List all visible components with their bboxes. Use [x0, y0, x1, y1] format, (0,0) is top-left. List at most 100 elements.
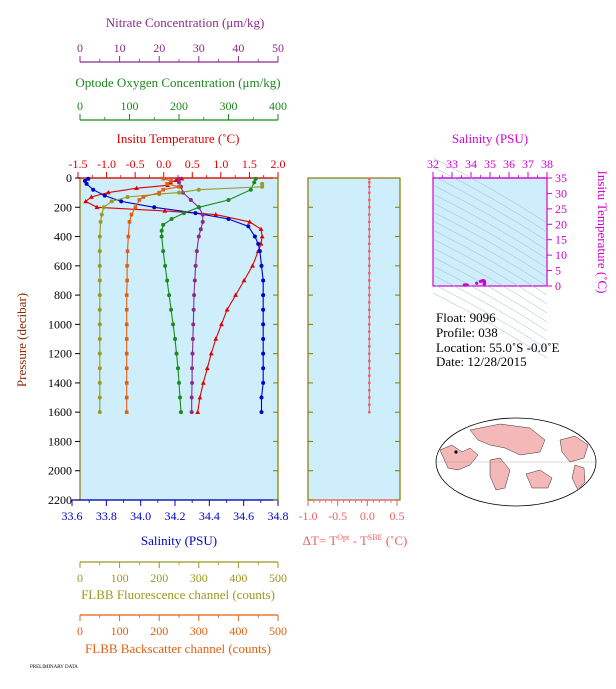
flbb-fluorescence-point — [97, 351, 102, 356]
isopycnal-contour — [432, 211, 548, 278]
ts-temperature-axis-tick-label: 15 — [555, 233, 567, 247]
ts-series — [462, 279, 487, 287]
salinity-point — [246, 224, 251, 229]
flbb-fluorescence-point — [97, 380, 102, 385]
oxygen-point — [177, 380, 181, 385]
insitu-temperature-point — [173, 177, 179, 182]
flbb-backscatter-point — [161, 187, 165, 192]
delta-t-point — [367, 235, 371, 238]
temperature-axis-tick-label: -0.5 — [126, 157, 145, 171]
nitrate-point — [190, 337, 195, 341]
nitrate-point — [177, 176, 181, 181]
temperature-axis-tick-label: 1.5 — [242, 157, 257, 171]
flbb-fluorescence-point — [177, 190, 181, 195]
flbb-fluorescence-point — [97, 395, 102, 400]
delta-t-point — [367, 322, 371, 326]
oxygen-point — [167, 293, 172, 298]
nitrate-point — [194, 249, 199, 254]
flbb-fluorescence-point — [97, 263, 102, 268]
nitrate-point — [193, 263, 198, 268]
delta-t-point — [367, 352, 371, 356]
delta-t-axis-tick-label: 0.5 — [390, 509, 405, 523]
oxygen-point — [181, 211, 186, 216]
oxygen-axis-tick-label: 200 — [170, 99, 188, 113]
delta-t-point — [367, 242, 371, 246]
flbb-backscatter-point — [161, 176, 165, 181]
ts-temperature-axis-tick-label: 30 — [555, 186, 567, 200]
salinity-point — [261, 351, 266, 356]
oxygen-line — [161, 178, 257, 413]
oxygen-axis-tick-label: 0 — [77, 99, 83, 113]
delta-t-point — [367, 381, 371, 385]
salinity-axis-tick-label: 34.2 — [165, 509, 186, 523]
flbb-fluorescence-point — [196, 187, 201, 192]
salinity-point — [261, 366, 266, 371]
ts-temperature-axis-tick-label: 25 — [555, 202, 567, 216]
nitrate-point — [189, 410, 194, 415]
ts-point — [475, 281, 479, 285]
main-series — [82, 176, 266, 415]
pressure-axis-tick-label: 600 — [54, 259, 72, 273]
insitu-temperature-point — [219, 321, 224, 327]
nitrate-point — [191, 322, 196, 327]
salinity-axis-tick-label: 33.8 — [96, 509, 117, 523]
nitrate-point — [189, 395, 194, 400]
isopycnal-contour — [432, 184, 548, 251]
oxygen-point — [169, 216, 174, 221]
backscatter-axis-tick-label: 200 — [150, 624, 168, 638]
nitrate-point — [190, 351, 195, 356]
flbb-fluorescence-point — [97, 293, 102, 298]
backscatter-axis-tick-label: 300 — [190, 624, 208, 638]
oxygen-point — [159, 234, 164, 239]
info-date: Date: 12/28/2015 — [436, 354, 527, 369]
flbb-fluorescence-point — [97, 337, 102, 341]
pressure-axis-tick-label: 1000 — [48, 317, 72, 331]
salinity-axis-tick-label: 34.8 — [268, 509, 289, 523]
pressure-axis-tick-label: 1400 — [48, 376, 72, 390]
flbb-backscatter-point — [124, 322, 129, 327]
delta-t-point — [367, 374, 371, 377]
salinity-point — [102, 193, 107, 198]
delta-t-point — [367, 249, 371, 253]
oxygen-point — [253, 176, 258, 181]
isopycnal-contour — [432, 175, 548, 242]
delta-t-axis-tick-label: 0.0 — [360, 509, 375, 523]
delta-t-point — [367, 177, 371, 181]
main-axes: -1.5 -1.0 -0.5 0.0 0.5 1.0 1.5 2.0 33.6 33.8 34.0 3… — [48, 157, 289, 523]
salinity-point — [261, 278, 266, 283]
oxygen-point — [174, 351, 179, 356]
insitu-temperature-point — [233, 292, 238, 297]
ts-temperature-axis-tick-label: 10 — [555, 248, 567, 262]
flbb-fluorescence-point — [97, 322, 102, 327]
footer-note: PRELIMINARY DATA — [30, 665, 78, 670]
insitu-temperature-point — [200, 380, 206, 385]
nitrate-axis: 0 10 20 30 40 50 — [77, 41, 284, 63]
flbb-fluorescence-point — [260, 181, 265, 186]
nitrate-axis-title: Nitrate Concentration (μm/kg) — [106, 15, 265, 30]
oxygen-axis-tick-label: 400 — [269, 99, 287, 113]
isopycnal-contour — [432, 220, 548, 287]
insitu-temperature-point — [258, 226, 264, 232]
nitrate-point — [192, 278, 197, 283]
flbb-fluorescence-point — [101, 205, 106, 210]
ts-temperature-axis-tick-label: 5 — [555, 264, 561, 278]
temperature-axis-tick-label: 0.0 — [156, 157, 171, 171]
flbb-backscatter-point — [124, 337, 129, 341]
oxygen-point — [252, 180, 257, 185]
salinity-point — [152, 205, 157, 210]
insitu-temperature-point — [247, 219, 253, 224]
nitrate-axis-tick-label: 20 — [153, 41, 165, 55]
delta-t-axis-tick-label: -1.0 — [299, 509, 318, 523]
backscatter-axis-title: FLBB Backscatter channel (counts) — [85, 641, 271, 656]
flbb-fluorescence-point — [99, 212, 104, 217]
info-location: Location: 55.0˚S -0.0˚E — [436, 340, 560, 355]
salinity-point — [259, 395, 264, 400]
delta-t-point — [367, 271, 371, 275]
fluorescence-axis-tick-label: 200 — [150, 571, 168, 585]
nitrate-line — [178, 178, 204, 413]
backscatter-axis: 0 100 200 300 400 500 — [77, 614, 287, 638]
flbb-fluorescence-point — [97, 249, 102, 254]
nitrate-point — [190, 380, 195, 385]
delta-t-point — [367, 410, 371, 414]
